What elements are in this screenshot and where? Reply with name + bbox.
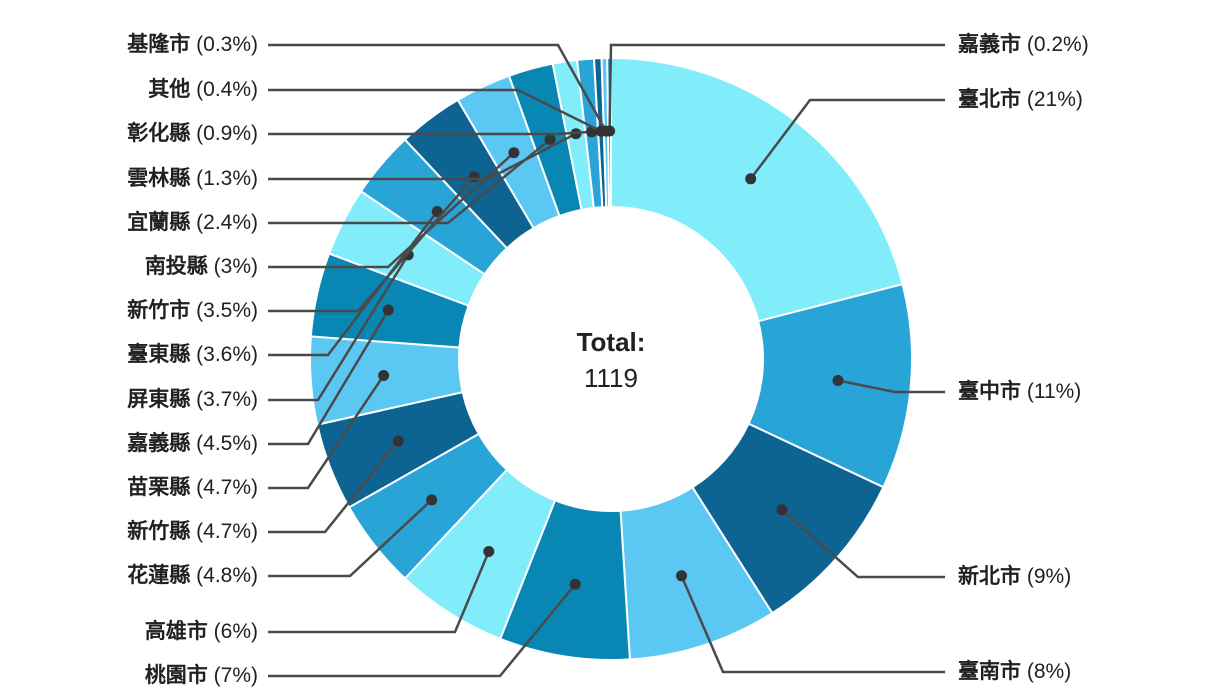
leader-line-12 [268,175,476,313]
leader-line-11 [268,210,439,357]
total-title: Total: [576,327,646,357]
leader-line-0 [749,98,945,180]
leader-dot-13 [508,147,520,159]
leader-line-3 [680,575,945,674]
leader-dot-6 [426,494,438,506]
leader-line-15 [268,132,577,181]
leader-dot-11 [431,206,443,217]
leader-dot-4 [569,578,581,590]
leader-line-4 [268,583,577,678]
center-total: Total: 1119 [577,324,646,396]
leader-dot-0 [745,173,757,185]
leader-line-10 [268,254,410,402]
leader-line-13 [268,151,515,269]
leader-line-18 [268,43,608,132]
leader-dot-7 [392,435,404,447]
leader-line-7 [268,440,400,534]
leader-line-8 [268,374,385,490]
leader-dot-19 [604,125,616,137]
leader-line-17 [268,88,602,133]
leader-line-14 [268,138,551,225]
leader-dot-14 [544,133,556,145]
leader-dot-9 [382,304,394,316]
total-value: 1119 [584,363,638,393]
leader-dot-5 [483,546,495,557]
leader-line-2 [781,508,945,579]
leader-line-1 [837,379,945,394]
leader-dot-1 [832,375,844,386]
leader-line-6 [268,498,433,578]
leader-line-16 [268,130,592,136]
leader-line-5 [268,551,490,634]
leader-dot-3 [676,570,687,582]
leader-dot-8 [378,370,390,381]
leader-line-9 [268,309,390,446]
leader-line-19 [608,43,945,132]
pie-slice-0[interactable] [610,56,904,323]
leader-dot-2 [776,504,788,516]
leader-dot-12 [468,171,480,183]
